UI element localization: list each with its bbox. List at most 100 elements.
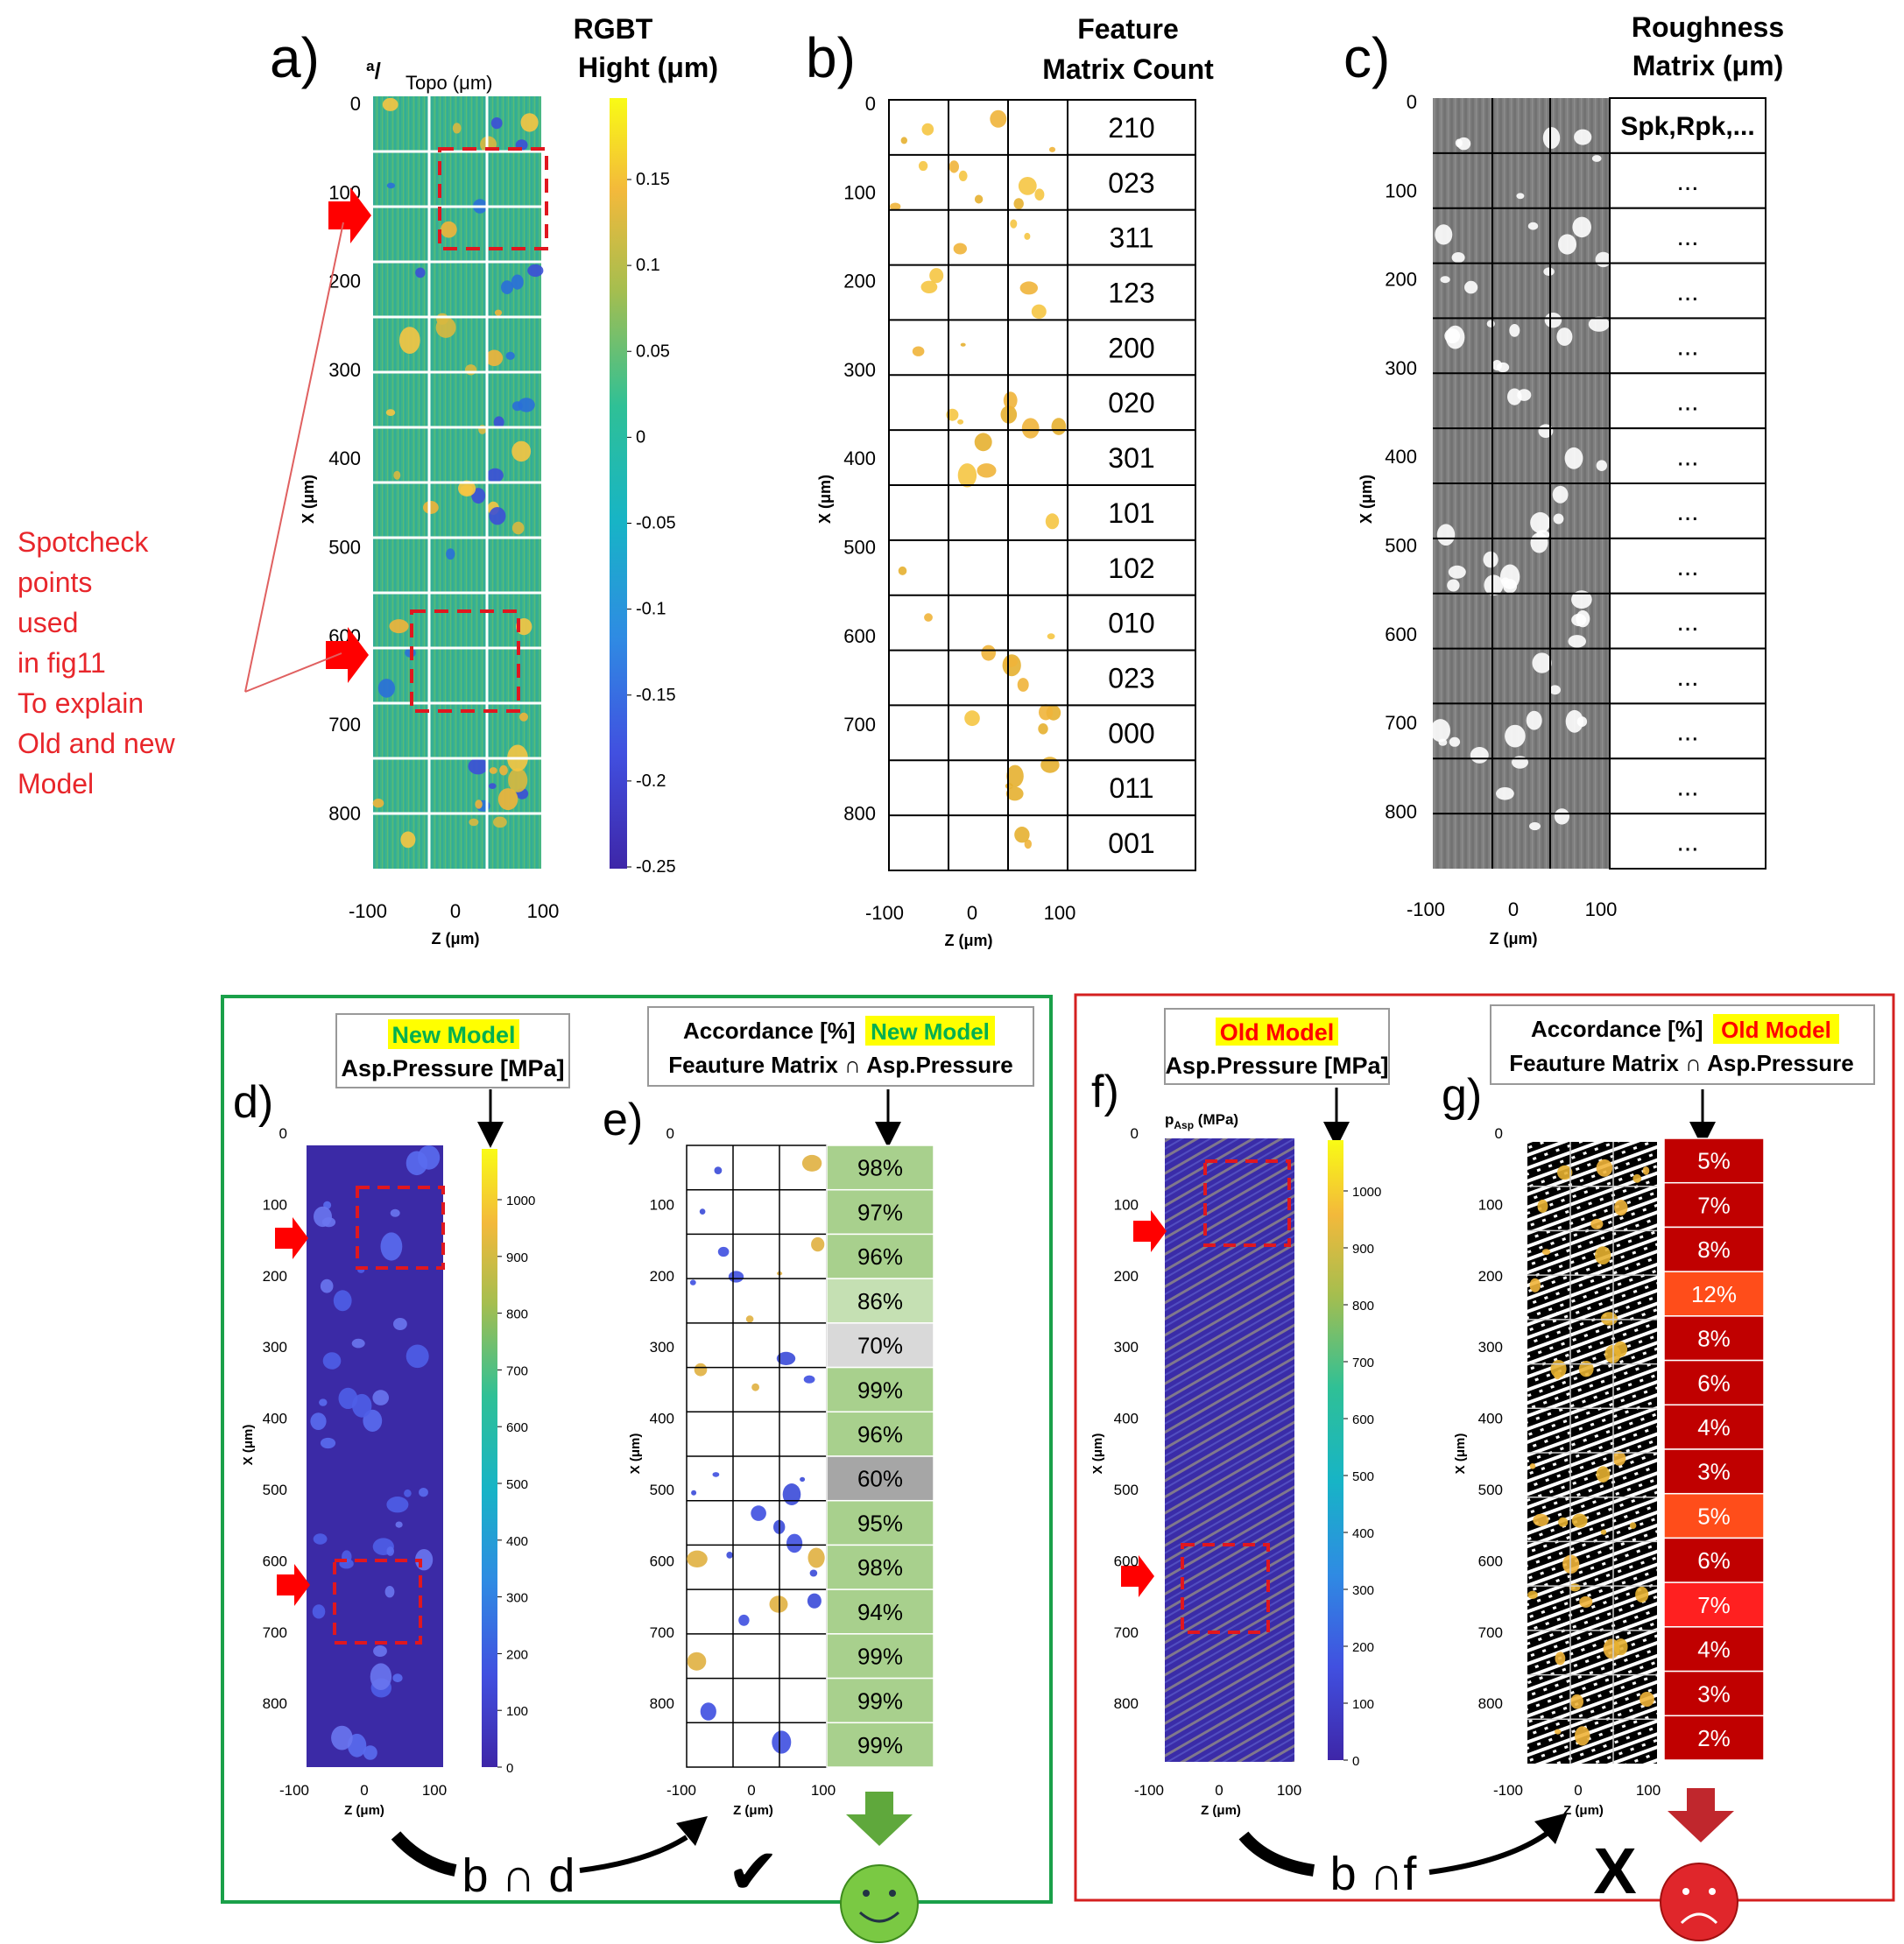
panel-g-blob [1579, 1595, 1593, 1608]
panel-g-cell-text: 2% [1697, 1725, 1731, 1751]
panel-c-blob [1448, 565, 1466, 579]
panel-d-x-ticks: -100 0 100 [279, 1782, 447, 1799]
panel-g-blob [1533, 1513, 1549, 1526]
panel-c-blob [1574, 129, 1592, 145]
panel-c-y-tick: 0 [1407, 91, 1417, 113]
panel-g-blob [1575, 1726, 1590, 1746]
panel-f-y-ticks: 0 100 200 300 400 500 600 700 800 [1114, 1125, 1139, 1712]
panel-e-blob [700, 1702, 716, 1721]
panel-e-cell [826, 1544, 934, 1590]
panel-g-blob [1578, 1361, 1594, 1377]
panel-b-blob [1019, 281, 1039, 295]
panel-e-label: e) [603, 1095, 643, 1145]
panel-d-blob [390, 1208, 400, 1217]
panel-b-cell-text: 010 [1108, 608, 1154, 639]
panel-c-blob [1449, 736, 1461, 747]
new-model-frame [221, 995, 1053, 1904]
panel-b-blob [1047, 633, 1055, 640]
panel-g-blob [1600, 1529, 1607, 1535]
panel-a-blob [400, 831, 416, 849]
panel-f-z-tick: -100 [1134, 1782, 1164, 1799]
panel-b: b) Feature Matrix Count 2100233111232000… [806, 13, 1214, 949]
panel-b-cell-text: 023 [1108, 167, 1154, 199]
formula-b-cap-f: b ∩f [1330, 1848, 1418, 1900]
panel-e-blob [738, 1614, 750, 1626]
panel-e-y-tick: 200 [650, 1268, 674, 1285]
panel-e-blob [687, 1550, 708, 1568]
panel-d-blob [395, 1521, 403, 1528]
panel-c-blob [1499, 564, 1520, 589]
panel-c-grid [1433, 98, 1610, 869]
panel-b-blob [921, 123, 934, 136]
panel-d-spot-box-upper [356, 1186, 445, 1270]
panel-g-blob [1640, 1692, 1654, 1707]
panel-g-overlap-spots [1527, 1159, 1654, 1746]
panel-c-blob [1556, 328, 1573, 346]
panel-c-cell-text: ... [1676, 553, 1698, 581]
panel-a-blob [493, 816, 507, 828]
panel-d-z-tick: 0 [360, 1782, 368, 1799]
panel-b-blob [1048, 146, 1056, 152]
panel-b-blob [1021, 418, 1040, 439]
panel-d-title-line2: Asp.Pressure [MPa] [341, 1055, 564, 1081]
panel-a-blob [511, 440, 532, 462]
panel-d-colorbar-tick-label: 600 [506, 1420, 528, 1435]
panel-g-y-tick: 800 [1478, 1695, 1503, 1712]
panel-b-blob [1013, 198, 1024, 210]
panel-g-blob [1629, 1522, 1637, 1529]
panel-d-title-model: New Model [391, 1022, 515, 1048]
panel-a-blob [377, 679, 395, 698]
cross-mark-icon: X [1593, 1835, 1636, 1907]
panel-b-blob [1010, 219, 1018, 229]
panel-d-blob [373, 1645, 387, 1657]
panel-b-cell [1067, 264, 1196, 321]
panel-a-x-ticks: -100 0 100 [349, 900, 559, 922]
panel-c-blob [1576, 716, 1588, 727]
panel-e-z-tick: 100 [811, 1782, 836, 1799]
panel-g-y-tick: 500 [1478, 1482, 1503, 1498]
panel-e-blob [689, 1279, 696, 1285]
panel-e-z-tick: 0 [747, 1782, 755, 1799]
panel-g-cell [1663, 1581, 1765, 1628]
panel-c-y-tick: 700 [1385, 712, 1417, 734]
panel-e-blob [751, 1505, 766, 1521]
panel-d-spot-arrow-upper [275, 1217, 308, 1259]
panel-d-y-tick: 800 [263, 1695, 287, 1712]
panel-b-cell [1067, 208, 1196, 266]
panel-e-blob [769, 1595, 788, 1613]
panel-a-blob [441, 221, 457, 238]
panel-d-colorbar-tick-label: 1000 [506, 1194, 535, 1208]
panel-c-cell [1609, 372, 1766, 430]
panel-a-z-tick: 0 [450, 900, 461, 922]
panel-g-y-tick: 100 [1478, 1196, 1503, 1213]
panel-a-blob [493, 416, 504, 429]
panel-e-blob [745, 1315, 754, 1323]
panel-a-blob [415, 267, 426, 278]
panel-c-cell-text: ... [1676, 278, 1698, 306]
panel-b-blob [948, 160, 960, 173]
panel-d-blob [322, 1352, 342, 1370]
panel-g-blob [1596, 1159, 1613, 1177]
panel-d-label: d) [233, 1077, 273, 1128]
panel-e-title-line2: Feauture Matrix ∩ Asp.Pressure [668, 1052, 1013, 1078]
panel-b-z-axis-label: Z (μm) [944, 932, 992, 949]
panel-e-blob [807, 1547, 825, 1568]
panel-d-y-ticks: 0 100 200 300 400 500 600 700 800 [263, 1125, 287, 1712]
panel-g-cell [1663, 1138, 1765, 1184]
panel-g-blob [1600, 1312, 1618, 1326]
panel-f-pressure-map [1165, 1138, 1294, 1762]
panel-g-blob [1529, 1463, 1536, 1469]
panel-c-z-tick: -100 [1407, 898, 1445, 920]
spotcheck-note-line: To explain [18, 687, 144, 719]
panel-c-blob [1527, 222, 1539, 230]
panel-f-plot-title-unit: (MPa) [1194, 1111, 1238, 1128]
panel-a-colorbar-tick-label: -0.2 [636, 771, 666, 791]
panel-b-feature-blobs [890, 109, 1067, 849]
panel-d-spot-box-lower [333, 1559, 422, 1645]
panel-g-y-ticks: 0 100 200 300 400 500 600 700 800 [1478, 1125, 1503, 1712]
panel-e-y-tick: 100 [650, 1196, 674, 1213]
panel-g-blob [1642, 1166, 1650, 1175]
panel-b-blob [1039, 704, 1054, 721]
panel-b-blob [981, 644, 996, 661]
panel-c-cell-text: ... [1676, 222, 1698, 251]
